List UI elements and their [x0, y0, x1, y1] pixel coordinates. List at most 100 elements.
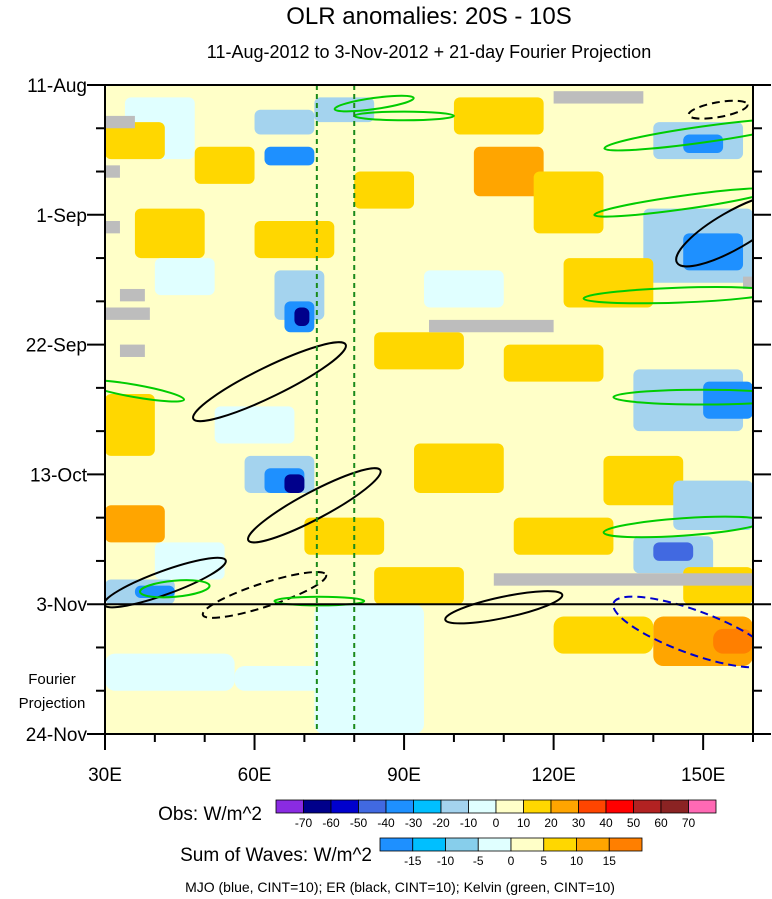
y-tick-label: 3-Nov — [36, 595, 87, 616]
obs-colorbar-label: Obs: W/m^2 — [158, 804, 262, 825]
anomaly-cell — [533, 171, 604, 234]
obs-colorbar-tick: 60 — [654, 816, 668, 830]
obs-colorbar-swatch — [523, 799, 552, 814]
anomaly-cell — [473, 146, 544, 197]
anomaly-cell — [503, 344, 604, 382]
obs-colorbar-swatch — [633, 799, 662, 814]
anomaly-cell — [304, 517, 385, 555]
waves-colorbar-swatch — [412, 837, 446, 852]
obs-colorbar-tick: 30 — [572, 816, 586, 830]
projection-label: Projection — [19, 695, 86, 712]
plot-area — [105, 85, 753, 734]
projection-cell — [105, 653, 235, 691]
missing-data-cell — [119, 288, 145, 302]
waves-colorbar-swatch — [543, 837, 577, 852]
obs-colorbar-tick: -10 — [460, 816, 478, 830]
anomaly-cell — [154, 258, 215, 296]
missing-data-cell — [743, 276, 753, 289]
obs-colorbar-tick: 40 — [599, 816, 613, 830]
x-tick-label: 90E — [387, 765, 421, 786]
anomaly-cell — [254, 220, 335, 259]
y-tick-label: 13-Oct — [30, 465, 88, 486]
anomaly-cell — [414, 443, 504, 493]
chart-subtitle: 11-Aug-2012 to 3-Nov-2012 + 21-day Fouri… — [207, 42, 651, 62]
plot-frame — [104, 84, 754, 735]
missing-data-cell — [105, 115, 135, 129]
waves-colorbar-tick: -15 — [404, 854, 422, 868]
wave-contour — [247, 467, 382, 544]
waves-colorbar-tick: 15 — [603, 854, 617, 868]
missing-data-cell — [493, 573, 753, 586]
heatmap-layer — [105, 85, 753, 734]
anomaly-cell — [513, 517, 614, 555]
waves-colorbar-swatch — [445, 837, 479, 852]
obs-colorbar-swatch — [468, 799, 497, 814]
obs-colorbar-swatch — [660, 799, 689, 814]
anomaly-cell — [703, 381, 753, 419]
anomaly-cell — [284, 474, 305, 493]
waves-colorbar-tick: 5 — [540, 854, 547, 868]
anomaly-cell — [105, 122, 165, 160]
x-tick-label: 30E — [88, 765, 122, 786]
anomaly-cell — [563, 258, 654, 308]
x-tick-label: 120E — [531, 765, 575, 786]
anomaly-cell — [673, 480, 753, 531]
wave-contour — [105, 556, 227, 609]
waves-colorbar-swatch — [477, 837, 512, 852]
waves-colorbar-tick: -10 — [437, 854, 455, 868]
obs-colorbar-swatch — [303, 799, 332, 814]
obs-colorbar-tick: -40 — [377, 816, 395, 830]
wave-contour — [444, 590, 564, 625]
waves-colorbar-tick: 0 — [508, 854, 515, 868]
wave-contour — [582, 286, 753, 305]
obs-colorbar-swatch — [578, 799, 607, 814]
obs-colorbar-swatch — [605, 799, 634, 814]
waves-colorbar-swatch — [510, 837, 545, 852]
anomaly-cell — [374, 332, 464, 370]
obs-colorbar-swatch — [358, 799, 387, 814]
anomaly-cell — [603, 455, 684, 506]
missing-data-cell — [105, 165, 120, 178]
obs-colorbar-tick: -60 — [322, 816, 340, 830]
waves-colorbar-tick: -5 — [473, 854, 484, 868]
anomaly-cell — [294, 307, 310, 327]
projection-label: Fourier — [28, 671, 76, 688]
waves-colorbar-swatch — [379, 837, 414, 852]
missing-data-cell — [119, 344, 145, 357]
obs-colorbar-tick: -50 — [350, 816, 368, 830]
y-tick-label: 11-Aug — [27, 76, 87, 97]
contours-legend: MJO (blue, CINT=10); ER (black, CINT=10)… — [185, 879, 615, 895]
obs-colorbar-swatch — [385, 799, 414, 814]
obs-colorbar-tick: 20 — [544, 816, 558, 830]
missing-data-cell — [105, 307, 150, 320]
obs-colorbar-swatch — [275, 799, 304, 814]
anomaly-cell — [134, 208, 205, 259]
waves-colorbar-label: Sum of Waves: W/m^2 — [180, 845, 372, 866]
projection-cell — [314, 604, 425, 734]
obs-colorbar-tick: 0 — [493, 816, 500, 830]
y-tick-label: 22-Sep — [26, 336, 87, 357]
wave-contour — [593, 187, 753, 218]
waves-colorbar-tick: 10 — [570, 854, 584, 868]
obs-colorbar-tick: 70 — [682, 816, 696, 830]
anomaly-cell — [683, 134, 724, 153]
missing-data-cell — [429, 319, 554, 333]
obs-colorbar-tick: -30 — [405, 816, 423, 830]
anomaly-cell — [683, 233, 744, 271]
anomaly-cell — [424, 270, 504, 308]
wave-contour — [192, 341, 347, 423]
obs-colorbar-swatch — [688, 799, 717, 814]
y-tick-label: 24-Nov — [26, 725, 88, 746]
anomaly-cell — [105, 505, 165, 543]
waves-colorbar-swatch — [608, 837, 643, 852]
x-tick-label: 150E — [681, 765, 725, 786]
obs-colorbar-tick: 10 — [517, 816, 531, 830]
anomaly-cell — [453, 97, 544, 135]
wave-contour — [687, 99, 749, 120]
wave-contour — [105, 379, 186, 403]
chart-title: OLR anomalies: 20S - 10S — [286, 3, 571, 30]
wave-contour — [675, 193, 753, 268]
y-tick-label: 1-Sep — [36, 206, 87, 227]
